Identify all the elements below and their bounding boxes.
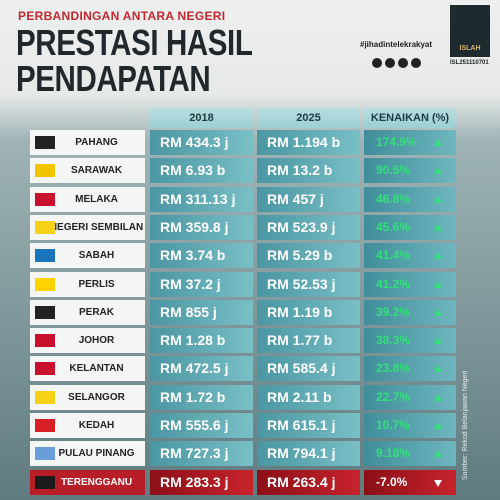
value-2018: RM 472.5 j — [150, 356, 253, 382]
trend-arrow — [434, 252, 442, 260]
trend-arrow — [434, 167, 442, 175]
trend-arrow — [434, 393, 442, 401]
value-2018: RM 311.13 j — [150, 186, 253, 212]
value-2018: RM 1.72 b — [150, 384, 253, 410]
value-2025: RM 585.4 j — [257, 356, 360, 382]
flag — [35, 305, 55, 319]
trend-arrow — [434, 365, 442, 373]
state-name: SARAWAK — [30, 158, 145, 184]
increase: 22.7% — [364, 384, 456, 410]
state-name: SELANGOR — [30, 384, 145, 410]
trend-arrow — [434, 450, 442, 458]
increase: 38.3% — [364, 328, 456, 354]
value-2018: RM 1.28 b — [150, 328, 253, 354]
flag — [35, 362, 55, 376]
state-name: KEDAH — [30, 413, 145, 438]
flag — [35, 334, 55, 348]
social-icons — [372, 55, 424, 73]
trend-arrow — [434, 479, 442, 487]
value-2018: RM 3.74 b — [150, 243, 253, 269]
flag — [35, 249, 55, 263]
increase: 90.5% — [364, 158, 456, 184]
value-2025: RM 523.9 j — [257, 214, 360, 240]
trend-arrow — [434, 337, 442, 345]
increase: 9.18% — [364, 441, 456, 467]
flag — [35, 192, 55, 206]
trend-arrow — [434, 195, 442, 203]
increase: 23.8% — [364, 356, 456, 382]
state-name: JOHOR — [30, 328, 145, 354]
state-name: NEGERI SEMBILAN — [30, 214, 145, 240]
source: Sumber: Rekod Belanjawan Negeri — [462, 370, 469, 480]
value-2018: RM 359.8 j — [150, 214, 253, 240]
value-2025: RM 263.4 j — [257, 469, 360, 495]
flag — [35, 220, 55, 234]
value-2025: RM 1.194 b — [257, 130, 360, 155]
state-name: PULAU PINANG — [30, 441, 145, 467]
state-name: PERLIS — [30, 271, 145, 297]
value-2025: RM 1.19 b — [257, 299, 360, 325]
column-header: 2025 — [257, 108, 360, 128]
increase: 46.8% — [364, 186, 456, 212]
state-name: SABAH — [30, 243, 145, 269]
flag — [35, 390, 55, 404]
state-name: MELAKA — [30, 186, 145, 212]
trend-arrow — [434, 223, 442, 231]
value-2025: RM 52.53 j — [257, 271, 360, 297]
increase: 45.6% — [364, 214, 456, 240]
increase: 41.4% — [364, 243, 456, 269]
flag — [35, 164, 55, 178]
code: ISL251110701 — [450, 60, 489, 66]
flag — [35, 447, 55, 461]
value-2025: RM 13.2 b — [257, 158, 360, 184]
trend-arrow — [434, 308, 442, 316]
trend-arrow — [434, 280, 442, 288]
logo: ISLAH — [450, 5, 490, 57]
value-2025: RM 2.11 b — [257, 384, 360, 410]
increase: 41.2% — [364, 271, 456, 297]
increase: 39.2% — [364, 299, 456, 325]
title: PRESTASI HASIL — [16, 22, 253, 63]
value-2018: RM 555.6 j — [150, 413, 253, 438]
value-2018: RM 855 j — [150, 299, 253, 325]
trend-arrow — [434, 422, 442, 429]
value-2018: RM 434.3 j — [150, 130, 253, 155]
value-2018: RM 6.93 b — [150, 158, 253, 184]
increase: 10.7% — [364, 413, 456, 438]
value-2018: RM 283.3 j — [150, 469, 253, 495]
title: PENDAPATAN — [16, 58, 211, 99]
column-header: KENAIKAN (%) — [364, 108, 456, 128]
state-name: KELANTAN — [30, 356, 145, 382]
flag — [35, 277, 55, 291]
state-name: TERENGGANU — [30, 469, 145, 495]
value-2025: RM 457 j — [257, 186, 360, 212]
value-2025: RM 1.77 b — [257, 328, 360, 354]
value-2025: RM 615.1 j — [257, 413, 360, 438]
state-name: PAHANG — [30, 130, 145, 155]
value-2025: RM 5.29 b — [257, 243, 360, 269]
value-2018: RM 37.2 j — [150, 271, 253, 297]
column-header: 2018 — [150, 108, 253, 128]
trend-arrow — [434, 139, 442, 146]
value-2025: RM 794.1 j — [257, 441, 360, 467]
state-name: PERAK — [30, 299, 145, 325]
flag — [35, 136, 55, 149]
subtitle: PERBANDINGAN ANTARA NEGERI — [18, 9, 226, 23]
value-2018: RM 727.3 j — [150, 441, 253, 467]
increase: -7.0% — [364, 469, 456, 495]
flag — [35, 475, 55, 489]
hashtag: #jihadintelekrakyat — [360, 40, 433, 49]
increase: 174.9% — [364, 130, 456, 155]
flag — [35, 419, 55, 432]
